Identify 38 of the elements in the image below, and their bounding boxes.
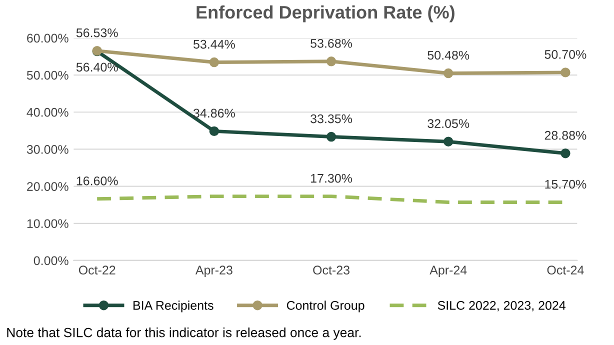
y-tick-label: 10.00% [27,219,68,228]
data-label: 50.70% [544,50,586,59]
data-label: 53.44% [193,40,235,49]
data-label: 34.86% [193,108,235,118]
point [326,56,336,66]
y-tick-label: 20.00% [27,182,68,191]
legend-label: BIA Recipients [134,300,214,312]
x-tick-label: Oct-24 [547,266,584,275]
x-tick-label: Apr-23 [195,266,232,277]
y-tick-label: 50.00% [26,70,68,80]
point [209,57,220,68]
data-label: 56.53% [76,28,118,38]
text: Note that SILC data for this indicator is released once a year. [7,328,361,340]
data-label: 17.30% [311,174,352,183]
x-tick-label: Apr-24 [430,266,467,277]
data-label: 32.05% [428,119,470,128]
x-tick-label: Oct-22 [78,266,116,275]
data-label: 56.40% [76,62,118,72]
data-label: 33.35% [310,114,352,124]
point [560,68,570,78]
y-tick-label: 60.00% [27,34,68,43]
point [209,126,220,136]
legend-label: Control Group [286,300,364,312]
y-tick-label: 40.00% [26,108,68,117]
point [444,136,454,146]
x-tick-label: Oct-23 [313,266,350,275]
point [326,132,336,142]
point [560,148,570,158]
data-label: 16.60% [76,176,118,186]
y-tick-label: 30.00% [26,145,68,154]
data-label: 15.70% [545,180,586,189]
data-label: 53.68% [310,38,352,48]
data-label: 28.88% [544,130,586,140]
data-label: 50.48% [428,50,470,60]
y-tick-label: 0.00% [34,256,68,266]
legend-label: SILC 2022, 2023, 2024 [438,300,566,312]
chart-title: Enforced Deprivation Rate (%) [196,5,454,22]
point [444,68,454,78]
